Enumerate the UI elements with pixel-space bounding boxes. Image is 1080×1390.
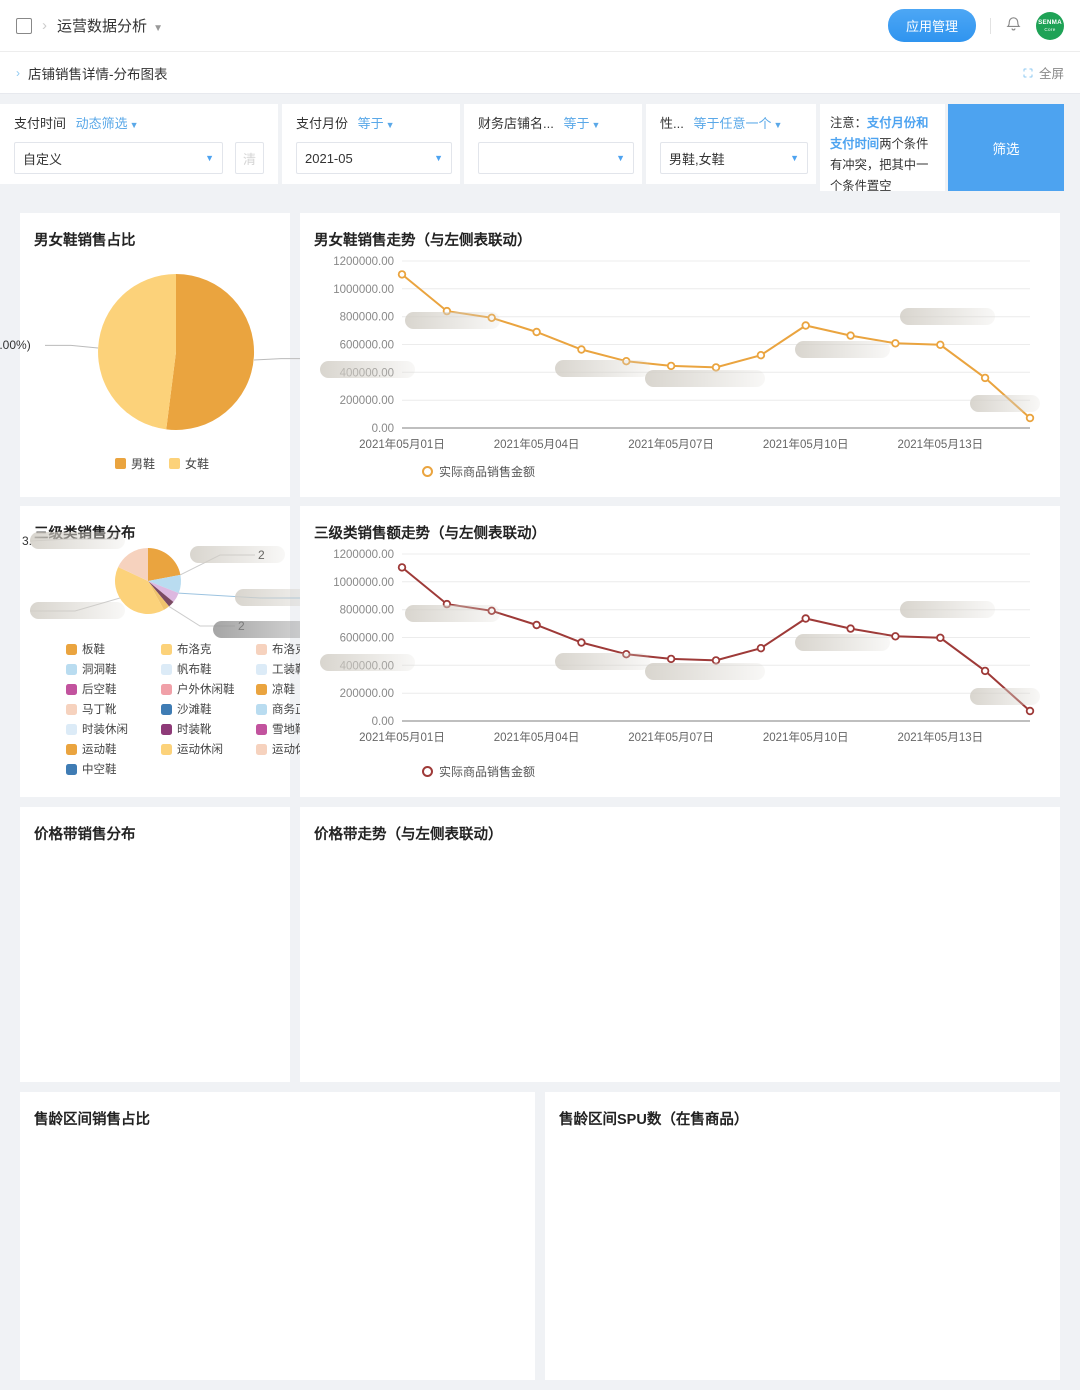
- svg-text:0.00: 0.00: [372, 716, 394, 728]
- svg-text:1200000.00: 1200000.00: [333, 256, 394, 268]
- svg-text:2021年05月13日: 2021年05月13日: [897, 730, 983, 744]
- svg-text:2021年05月07日: 2021年05月07日: [628, 730, 714, 744]
- svg-text:1200000.00: 1200000.00: [333, 549, 394, 561]
- svg-text:2021年05月10日: 2021年05月10日: [763, 730, 849, 744]
- svg-text:1000000.00: 1000000.00: [333, 577, 394, 589]
- svg-text:0.00: 0.00: [372, 423, 394, 435]
- svg-text:600000.00: 600000.00: [340, 633, 394, 645]
- svg-text:800000.00: 800000.00: [340, 312, 394, 324]
- svg-text:600000.00: 600000.00: [340, 340, 394, 352]
- svg-text:1000000.00: 1000000.00: [333, 284, 394, 296]
- svg-text:2021年05月01日: 2021年05月01日: [359, 437, 445, 451]
- svg-text:2021年05月04日: 2021年05月04日: [494, 730, 580, 744]
- svg-text:2021年05月10日: 2021年05月10日: [763, 437, 849, 451]
- svg-text:200000.00: 200000.00: [340, 688, 394, 700]
- svg-text:800000.00: 800000.00: [340, 605, 394, 617]
- svg-text:2021年05月13日: 2021年05月13日: [897, 437, 983, 451]
- svg-text:2021年05月01日: 2021年05月01日: [359, 730, 445, 744]
- svg-text:200000.00: 200000.00: [340, 395, 394, 407]
- svg-text:(52.00%): (52.00%): [0, 338, 31, 352]
- svg-text:2021年05月04日: 2021年05月04日: [494, 437, 580, 451]
- svg-text:2021年05月07日: 2021年05月07日: [628, 437, 714, 451]
